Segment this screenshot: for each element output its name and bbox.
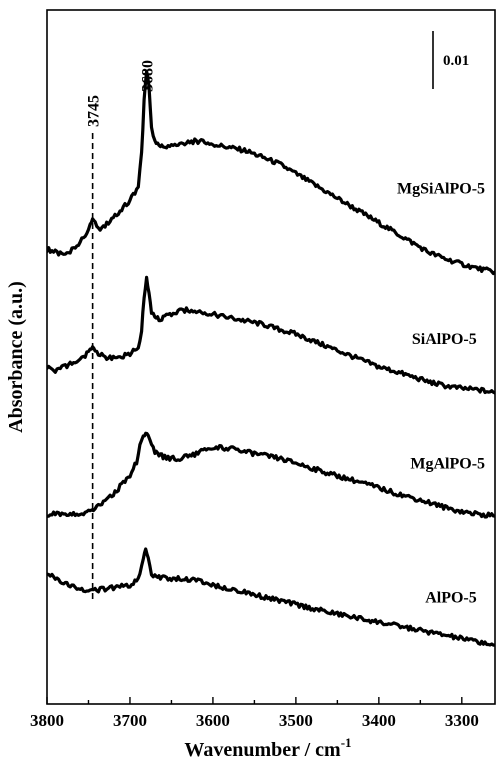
series-label-mgsialpo-5: MgSiAlPO-5 (397, 180, 485, 197)
x-tick-label-3700: 3700 (113, 711, 147, 730)
reference-line-label-3745: 3745 (86, 95, 103, 127)
series-line-sialpo-5 (47, 275, 495, 395)
series-label-sialpo-5: SiAlPO-5 (412, 331, 477, 348)
peak-label-3680: 3680 (140, 60, 157, 92)
scale-bar-label: 0.01 (443, 53, 469, 69)
y-axis-label: Absorbance (a.u.) (5, 281, 27, 433)
series-line-mgalpo-5 (47, 431, 495, 519)
x-tick-label-3400: 3400 (362, 711, 396, 730)
x-axis-label-text: Wavenumber / cm (184, 739, 341, 761)
x-tick-label-3300: 3300 (445, 711, 479, 730)
x-axis-label-superscript: -1 (341, 735, 352, 750)
series-line-mgsialpo-5 (47, 69, 495, 276)
x-tick-label-3600: 3600 (196, 711, 230, 730)
series-label-mgalpo-5: MgAlPO-5 (410, 455, 485, 472)
plot-frame (46, 9, 496, 705)
x-tick-label-3800: 3800 (30, 711, 64, 730)
x-axis-label: Wavenumber / cm-1 (184, 735, 351, 761)
series-label-alpo-5: AlPO-5 (425, 590, 477, 607)
x-tick-label-3500: 3500 (279, 711, 313, 730)
series-line-alpo-5 (47, 547, 495, 647)
